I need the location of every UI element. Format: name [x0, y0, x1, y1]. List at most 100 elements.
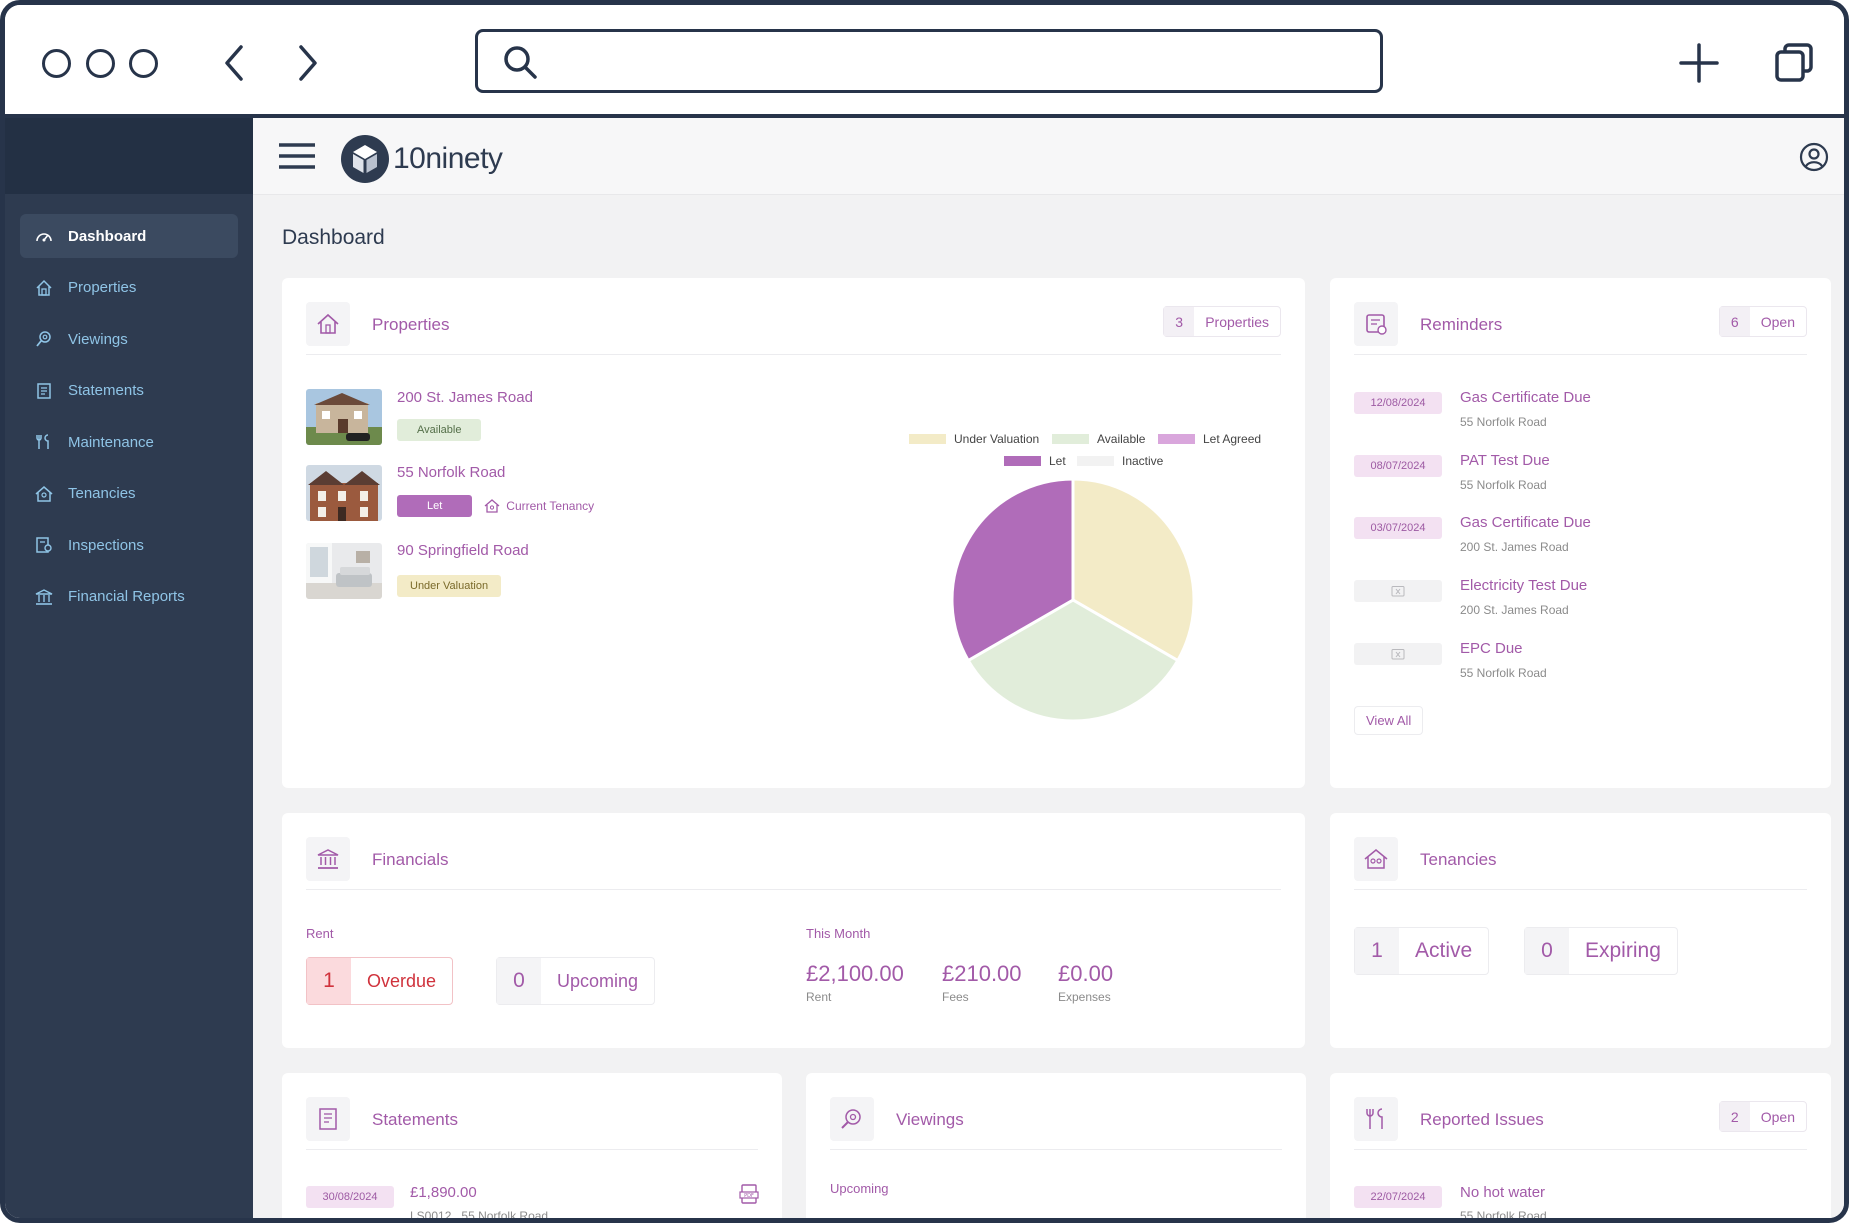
- property-photo-image: [306, 543, 382, 599]
- properties-pie-chart: [950, 477, 1196, 723]
- property-photo[interactable]: [306, 465, 382, 521]
- sidebar-item-inspections[interactable]: Inspections: [20, 523, 238, 567]
- property-name[interactable]: 55 Norfolk Road: [397, 464, 506, 481]
- issue-address: 55 Norfolk Road: [1460, 1209, 1547, 1223]
- sidebar-item-statements[interactable]: Statements: [20, 369, 238, 413]
- sidebar-item-label: Financial Reports: [68, 588, 185, 605]
- statement-address: 55 Norfolk Road: [461, 1209, 549, 1223]
- issues-count: 2: [1719, 1102, 1750, 1131]
- sidebar-item-label: Viewings: [68, 330, 128, 348]
- svg-text:PDF: PDF: [744, 1193, 754, 1199]
- sidebar-item-financial-reports[interactable]: Financial Reports: [20, 575, 238, 619]
- statement-amount[interactable]: £1,890.00: [410, 1184, 477, 1201]
- viewings-card: Viewings Upcoming: [806, 1073, 1306, 1218]
- brand-logo[interactable]: 10ninety: [341, 135, 503, 183]
- reminder-address: 55 Norfolk Road: [1460, 478, 1547, 492]
- forward-arrow-icon[interactable]: [287, 43, 327, 83]
- issues-count-pill[interactable]: 2 Open: [1718, 1101, 1807, 1132]
- rent-upcoming-stat[interactable]: 0 Upcoming: [496, 957, 656, 1005]
- sidebar-item-dashboard[interactable]: Dashboard: [20, 214, 238, 258]
- legend-swatch: [1158, 434, 1195, 444]
- statements-card-icon: [306, 1097, 350, 1141]
- statements-card-header: Statements: [306, 1097, 758, 1150]
- sidebar-item-maintenance[interactable]: Maintenance: [20, 420, 238, 464]
- rent-section-label: Rent: [306, 926, 334, 941]
- sidebar-item-properties[interactable]: Properties: [20, 266, 238, 310]
- window-minimize-dot[interactable]: [86, 49, 115, 78]
- property-photo[interactable]: [306, 543, 382, 599]
- tenancy-icon: [484, 499, 500, 513]
- reminders-icon: [1366, 314, 1387, 335]
- house-icon: [36, 279, 52, 296]
- reminder-date: 12/08/2024: [1354, 392, 1442, 414]
- property-photo[interactable]: [306, 389, 382, 445]
- window-maximize-dot[interactable]: [129, 49, 158, 78]
- back-arrow-icon[interactable]: [215, 43, 255, 83]
- tenancies-card-header: Tenancies: [1354, 837, 1807, 890]
- no-date-calendar-icon: [1391, 586, 1405, 597]
- pie-slice-let[interactable]: [950, 477, 1075, 663]
- property-photo-image: [306, 389, 382, 445]
- current-tenancy-link[interactable]: Current Tenancy: [506, 499, 595, 513]
- rent-amount-caption: Rent: [806, 990, 832, 1004]
- expiring-tenancies-stat[interactable]: 0 Expiring: [1524, 927, 1678, 975]
- sidebar-item-tenancies[interactable]: Tenancies: [20, 472, 238, 516]
- pie-slice-available[interactable]: [966, 598, 1180, 723]
- issue-date: 22/07/2024: [1354, 1186, 1442, 1208]
- financials-card-icon: [306, 837, 350, 881]
- brand-name: 10ninety: [393, 142, 503, 175]
- top-bar: 10ninety: [253, 118, 1844, 195]
- pdf-download-icon[interactable]: PDF: [738, 1183, 760, 1205]
- reminders-count-label: Open: [1760, 313, 1795, 330]
- reminder-title[interactable]: Electricity Test Due: [1460, 577, 1588, 594]
- legend-swatch: [909, 434, 946, 444]
- house-icon: [317, 313, 339, 334]
- sidebar-item-label: Dashboard: [68, 227, 147, 245]
- reminder-address: 55 Norfolk Road: [1460, 666, 1547, 680]
- issue-title[interactable]: No hot water: [1460, 1184, 1546, 1201]
- viewings-card-header: Viewings: [830, 1097, 1282, 1150]
- overdue-count: 1: [307, 958, 351, 1004]
- view-all-reminders-button[interactable]: View All: [1354, 706, 1424, 735]
- reminder-title[interactable]: PAT Test Due: [1460, 452, 1550, 469]
- new-tab-plus-icon[interactable]: [1677, 41, 1721, 85]
- tools-icon: [1366, 1108, 1383, 1129]
- property-name[interactable]: 200 St. James Road: [397, 389, 533, 406]
- reminder-date: 08/07/2024: [1354, 455, 1442, 477]
- active-tenancies-stat[interactable]: 1 Active: [1354, 927, 1490, 975]
- reminder-address: 200 St. James Road: [1460, 540, 1569, 554]
- reminders-card: Reminders 6 Open 12/08/2024 Gas Certific…: [1330, 278, 1831, 788]
- legend-label: Available: [1097, 432, 1146, 446]
- financials-card: Financials Rent 1 Overdue 0 Upcoming Thi…: [282, 813, 1305, 1048]
- reported-issues-card: Reported Issues 2 Open 22/07/2024 No hot…: [1330, 1073, 1831, 1223]
- properties-count-pill[interactable]: 3 Properties: [1163, 306, 1281, 337]
- sidebar: Dashboard Properties Viewings Statements…: [5, 118, 253, 1218]
- tenancies-card-title: Tenancies: [1420, 850, 1497, 869]
- financials-card-header: Financials: [306, 837, 1281, 890]
- active-label: Active: [1415, 939, 1473, 962]
- viewings-icon: [841, 1109, 861, 1129]
- inspections-icon: [36, 537, 52, 553]
- reminders-count-pill[interactable]: 6 Open: [1718, 306, 1807, 337]
- reminder-title[interactable]: EPC Due: [1460, 640, 1523, 657]
- reminder-title[interactable]: Gas Certificate Due: [1460, 389, 1591, 406]
- rent-overdue-stat[interactable]: 1 Overdue: [306, 957, 454, 1005]
- menu-hamburger-icon[interactable]: [279, 142, 315, 170]
- sidebar-nav: Dashboard Properties Viewings Statements…: [5, 214, 253, 619]
- search-icon: [504, 46, 537, 79]
- url-bar[interactable]: [475, 29, 1383, 93]
- upcoming-viewings-label: Upcoming: [830, 1181, 889, 1196]
- user-account-icon[interactable]: [1799, 142, 1829, 172]
- pie-slice-under-valuation[interactable]: [1071, 477, 1196, 663]
- viewings-icon: [36, 331, 51, 347]
- property-name[interactable]: 90 Springfield Road: [397, 542, 529, 559]
- reminder-title[interactable]: Gas Certificate Due: [1460, 514, 1591, 531]
- reminder-date-empty: [1354, 643, 1442, 665]
- window-close-dot[interactable]: [42, 49, 71, 78]
- tabs-overview-icon[interactable]: [1772, 41, 1816, 85]
- expenses-amount-caption: Expenses: [1058, 990, 1111, 1004]
- tools-icon: [36, 434, 49, 449]
- sidebar-item-viewings[interactable]: Viewings: [20, 317, 238, 361]
- fees-amount: £210.00: [942, 961, 1022, 986]
- property-status-row: Let Current Tenancy: [397, 495, 594, 517]
